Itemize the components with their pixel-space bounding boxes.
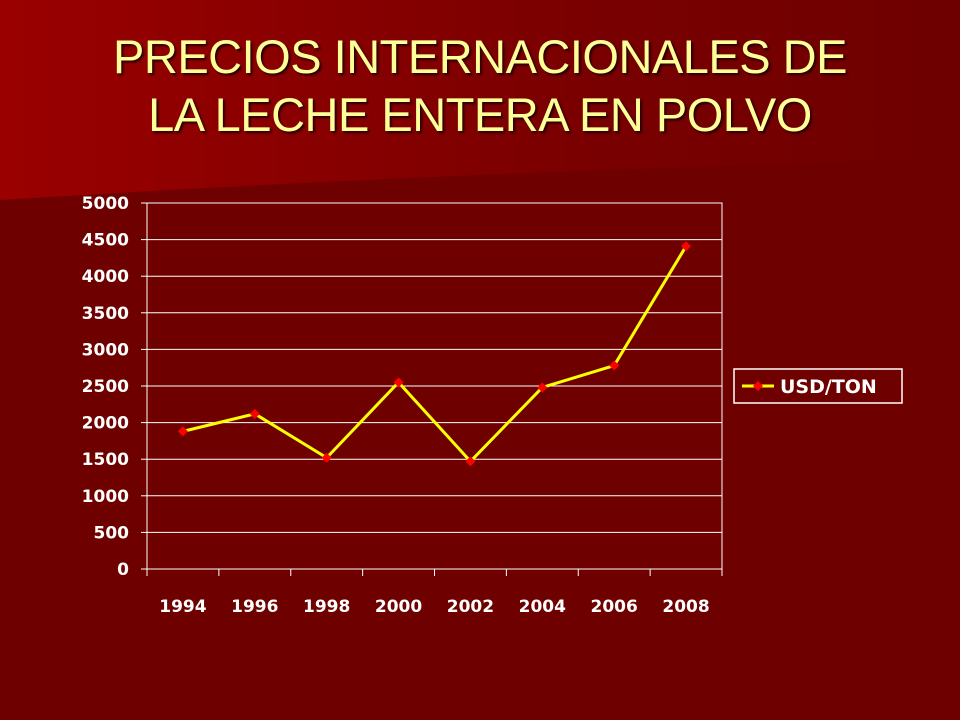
- legend-marker-swatch: [753, 381, 763, 391]
- x-tick-label-1998: 1998: [303, 597, 350, 617]
- slide-title-line-2: LA LECHE ENTERA EN POLVO: [148, 88, 812, 141]
- slide-title: PRECIOS INTERNACIONALES DE LA LECHE ENTE…: [0, 28, 960, 144]
- x-tick-labels: 1994 1996 1998 2000 2002 2004 2006 2008: [159, 597, 709, 617]
- x-tick-label-2004: 2004: [519, 597, 566, 617]
- x-tick-label-2000: 2000: [375, 597, 422, 617]
- y-tick-label-3000: 3000: [82, 340, 129, 360]
- x-tick-label-1994: 1994: [159, 597, 206, 617]
- legend-label: USD/TON: [780, 376, 877, 398]
- series-usd-ton: [177, 241, 692, 467]
- data-point-2008: [681, 241, 692, 252]
- data-point-2000: [393, 377, 404, 388]
- y-tick-labels: 0 500 1000 1500 2000 2500 3000 3500 4000 4500 5000: [82, 194, 129, 580]
- data-point-1998: [321, 452, 332, 463]
- data-point-2006: [609, 360, 620, 371]
- y-tick-label-3500: 3500: [82, 304, 129, 324]
- axes: [141, 202, 723, 576]
- y-tick-label-5000: 5000: [82, 194, 129, 214]
- data-point-1994: [177, 426, 188, 437]
- data-point-1996: [249, 408, 260, 419]
- x-tick-label-2002: 2002: [447, 597, 494, 617]
- x-tick-label-2006: 2006: [591, 597, 638, 617]
- y-tick-label-0: 0: [117, 560, 129, 580]
- y-tick-label-1000: 1000: [82, 487, 129, 507]
- grid-lines: [147, 202, 722, 570]
- series-line: [182, 245, 688, 463]
- y-tick-label-500: 500: [94, 523, 130, 543]
- data-point-2004: [537, 382, 548, 393]
- y-tick-label-1500: 1500: [82, 450, 129, 470]
- x-tick-label-1996: 1996: [231, 597, 278, 617]
- y-tick-label-2000: 2000: [82, 414, 129, 434]
- slide-title-line-1: PRECIOS INTERNACIONALES DE: [113, 30, 847, 83]
- legend: USD/TON: [733, 368, 903, 404]
- y-tick-label-4000: 4000: [82, 267, 129, 287]
- y-tick-label-2500: 2500: [82, 377, 129, 397]
- data-point-2002: [465, 456, 476, 467]
- x-tick-label-2008: 2008: [662, 597, 709, 617]
- legend-box: [733, 368, 903, 404]
- y-tick-label-4500: 4500: [82, 231, 129, 251]
